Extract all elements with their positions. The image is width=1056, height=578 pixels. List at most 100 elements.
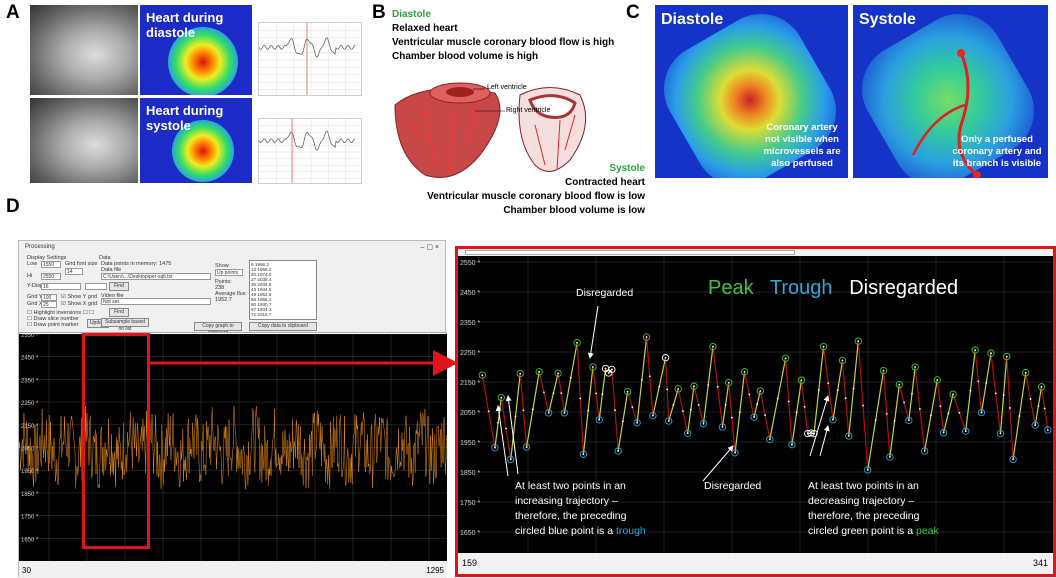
draw-slice-number-checkbox[interactable]: ☐ Draw slice number: [27, 316, 80, 322]
disregarded-marker: [608, 365, 616, 374]
trough-marker: [939, 429, 948, 437]
trough-marker: [996, 429, 1005, 438]
sample-point: [601, 393, 604, 396]
window-title: Processing: [25, 244, 55, 250]
text-line: decreasing trajectory –: [808, 495, 915, 507]
sample-point: [808, 432, 811, 435]
sample-point: [658, 385, 661, 388]
sample-point: [852, 387, 855, 390]
peak-marker: [674, 385, 682, 393]
sample-point: [748, 393, 751, 396]
trough-marker: [829, 416, 837, 424]
peak-marker: [725, 378, 733, 387]
video-file-input[interactable]: Not set: [101, 298, 211, 305]
sample-point: [666, 388, 669, 391]
low-input[interactable]: 1550: [41, 261, 61, 268]
draw-point-marker-checkbox[interactable]: ☐ Draw point marker: [27, 322, 79, 328]
window-controls[interactable]: – ▢ ×: [420, 244, 439, 251]
trough-marker: [788, 441, 796, 449]
show-x-grid-checkbox[interactable]: ☑ Show X grid: [61, 301, 98, 307]
sample-point: [1009, 407, 1011, 409]
peak-marker: [535, 368, 543, 376]
list-item[interactable]: 20 1974.5: [251, 272, 272, 277]
trough-marker: [579, 450, 588, 458]
list-item[interactable]: 72 2016.7: [251, 312, 272, 317]
point-dot: [813, 432, 815, 435]
annotation-disregarded-top: Disregarded: [576, 287, 634, 299]
point-dot: [1024, 371, 1027, 374]
peak-marker: [1022, 369, 1030, 377]
list-item[interactable]: 13 1968.2: [251, 267, 272, 272]
sample-point: [985, 382, 988, 384]
ydisp-select[interactable]: 16: [41, 283, 81, 290]
field-label: Grid font size: [65, 261, 98, 267]
find-data-file-button[interactable]: Find: [109, 282, 129, 291]
point-dot: [990, 352, 992, 355]
list-item[interactable]: 60 1930.7: [251, 302, 272, 307]
list-item[interactable]: 43 1944.5: [251, 287, 272, 292]
sample-point: [885, 412, 888, 415]
annotation-increasing: At least two points in an increasing tra…: [515, 479, 646, 539]
sample-point: [756, 403, 759, 405]
y-tick-label: 1850 *: [21, 492, 39, 498]
gridx-input[interactable]: 25: [41, 301, 57, 308]
trough-marker: [491, 444, 499, 452]
highlight-inversions-checkbox[interactable]: ☐ Highlight inversions ☐ ☐: [27, 310, 95, 316]
trough-marker: [1009, 455, 1017, 464]
show-y-grid-checkbox[interactable]: ☑ Show Y grid: [61, 294, 97, 300]
processing-app-window: Processing – ▢ × Display Settings Low 15…: [18, 240, 447, 578]
peak-marker: [781, 354, 790, 362]
x-start-label: 30: [22, 566, 31, 575]
text-line: Contracted heart: [564, 177, 645, 188]
copy-data-button[interactable]: Copy data to clipboard: [249, 322, 317, 331]
y-tick-label: 1650 *: [460, 530, 481, 537]
left-ventricle-label: Left ventricle: [487, 84, 527, 91]
sample-point: [522, 409, 525, 412]
group-title: Data: [99, 255, 111, 261]
point-dot: [636, 421, 639, 424]
ydisp-secondary-select[interactable]: [85, 283, 107, 290]
trough-marker: [750, 413, 758, 421]
show-select[interactable]: Up points: [215, 269, 243, 276]
sample-point: [560, 392, 563, 394]
list-item[interactable]: 6 1966.2: [251, 262, 269, 267]
points-in-memory: Data points in memory: 1475: [101, 261, 172, 267]
sample-point: [497, 421, 500, 424]
subsample-button[interactable]: Subsample based on list: [101, 318, 149, 332]
hi-input[interactable]: 2550: [41, 273, 61, 280]
grid-font-select[interactable]: 14: [65, 268, 83, 275]
find-video-file-button[interactable]: Find: [109, 308, 129, 317]
list-item[interactable]: 56 1856.1: [251, 297, 272, 302]
point-dot: [582, 453, 585, 456]
text-line: Ventricular muscle coronary blood flow i…: [392, 37, 615, 48]
horizontal-scrollbar[interactable]: [465, 250, 795, 255]
y-tick-label: 2450 *: [460, 290, 481, 297]
trough-marker: [731, 449, 739, 457]
point-dot: [494, 446, 496, 449]
list-item[interactable]: 35 2034.5: [251, 282, 272, 287]
text-line: Chamber blood volume is low: [503, 205, 645, 216]
point-dot: [1005, 355, 1008, 358]
sample-point: [579, 397, 582, 400]
annotation-disregarded-bottom: Disregarded: [704, 480, 762, 492]
gridy-input[interactable]: 100: [41, 294, 57, 301]
group-title: Display Settings: [27, 255, 67, 261]
trough-marker: [766, 435, 774, 443]
zoomed-trace-chart: 2550 * 2450 * 2350 * 2250 * 2150 * 2050 * 1950…: [458, 256, 1053, 574]
mini-trace-chart-systole: [258, 118, 362, 184]
y-tick-label: 1950 *: [21, 469, 39, 475]
data-file-input[interactable]: C:\Users\...\Desktop\per-sqlt.txt: [101, 273, 211, 280]
trough-marker: [699, 420, 708, 428]
list-item[interactable]: 49 1852.8: [251, 292, 272, 297]
list-item[interactable]: 67 1934.2: [251, 307, 272, 312]
point-dot: [727, 381, 730, 384]
trough-marker: [522, 443, 531, 451]
zoomed-trace-frame: 2550 * 2450 * 2350 * 2250 * 2150 * 2050 * 1950…: [455, 246, 1056, 577]
copy-graph-button[interactable]: Copy graph to clipboard: [194, 322, 242, 336]
points-list[interactable]: 6 1966.2 13 1968.2 20 1974.5 27 2038.4 35 20…: [249, 260, 317, 320]
image-title: Heart during systole: [146, 103, 224, 133]
sample-point: [672, 404, 675, 406]
sample-point: [844, 397, 847, 400]
list-item[interactable]: 27 2038.4: [251, 277, 272, 282]
text-line: At least two points in an: [515, 480, 626, 492]
